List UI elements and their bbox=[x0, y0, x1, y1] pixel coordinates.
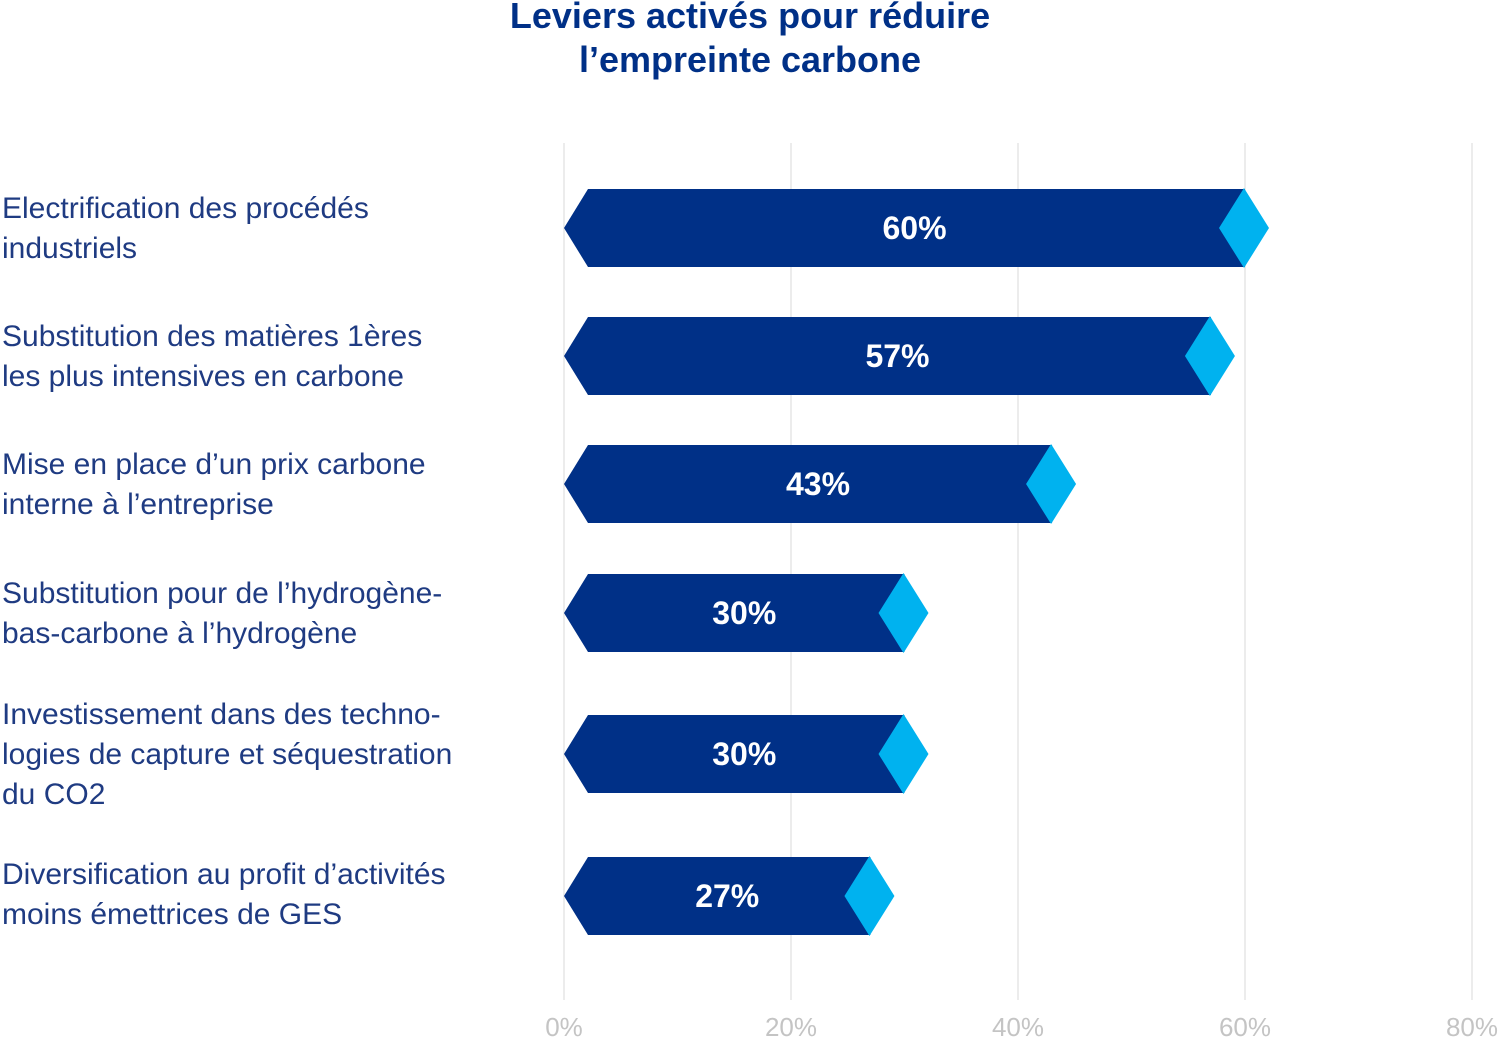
category-label: Substitution des matières 1ères les plus … bbox=[2, 317, 542, 397]
category-label: Substitution pour de l’hydrogène-bas-car… bbox=[2, 574, 542, 654]
category-label-line: industriels bbox=[2, 232, 138, 265]
category-label: Electrification des procédés industriels bbox=[2, 189, 542, 269]
bar-end-marker bbox=[878, 573, 929, 653]
category-label-line: bas-carbone à l’hydrogène bbox=[2, 617, 358, 650]
bar-end-marker bbox=[1026, 444, 1077, 524]
category-label: Investissement dans des techno-logies de… bbox=[2, 695, 542, 815]
x-tick-label: 80% bbox=[1446, 1012, 1498, 1042]
category-label-line: les plus intensives en carbone bbox=[2, 360, 404, 393]
x-tick-label: 20% bbox=[765, 1012, 817, 1042]
bar bbox=[564, 715, 905, 793]
bar-value-label: 27% bbox=[695, 878, 759, 914]
bar-value-label: 60% bbox=[882, 210, 946, 246]
category-label-line: Electrification des procédés bbox=[2, 192, 369, 225]
x-tick-label: 60% bbox=[1219, 1012, 1271, 1042]
bar bbox=[564, 189, 1245, 267]
category-label-line: du CO2 bbox=[2, 778, 106, 811]
category-label: Diversification au profit d’activités moi… bbox=[2, 855, 542, 935]
bar-value-label: 43% bbox=[786, 466, 850, 502]
x-axis-ticks: 0% 20% 40% 60% 80% bbox=[545, 1012, 1498, 1042]
chart-title-line-1: Leviers activés pour réduire bbox=[509, 0, 991, 36]
bar-end-marker bbox=[878, 714, 929, 794]
bar-value-label: 30% bbox=[712, 595, 776, 631]
category-label-line: Investissement dans des techno- bbox=[2, 698, 441, 731]
bars: 60% 57% 43% 30% 30% 27% bbox=[564, 188, 1269, 936]
chart-title: Leviers activés pour réduire l’empreinte… bbox=[0, 0, 1500, 82]
category-label-line: logies de capture et séquestration bbox=[2, 738, 453, 771]
bar bbox=[564, 857, 871, 935]
bar-end-marker bbox=[1184, 316, 1235, 396]
category-label: Mise en place d’un prix carbone interne à… bbox=[2, 445, 542, 525]
chart-title-line-2: l’empreinte carbone bbox=[578, 39, 922, 80]
category-label-line: interne à l’entreprise bbox=[2, 488, 274, 521]
bar-end-marker bbox=[1219, 188, 1269, 268]
bar bbox=[564, 574, 905, 652]
bar-end-marker bbox=[844, 856, 895, 936]
category-label-line: Substitution des matières 1ères bbox=[2, 320, 423, 353]
bar-value-label: 57% bbox=[865, 338, 929, 374]
category-label-line: Diversification au profit d’activités bbox=[2, 858, 446, 891]
x-tick-label: 0% bbox=[545, 1012, 583, 1042]
bar bbox=[564, 317, 1211, 395]
x-tick-label: 40% bbox=[992, 1012, 1044, 1042]
category-label-line: Substitution pour de l’hydrogène- bbox=[2, 577, 443, 610]
bar bbox=[564, 445, 1053, 523]
category-label-line: Mise en place d’un prix carbone bbox=[2, 448, 426, 481]
category-label-line: moins émettrices de GES bbox=[2, 898, 343, 931]
bar-value-label: 30% bbox=[712, 736, 776, 772]
